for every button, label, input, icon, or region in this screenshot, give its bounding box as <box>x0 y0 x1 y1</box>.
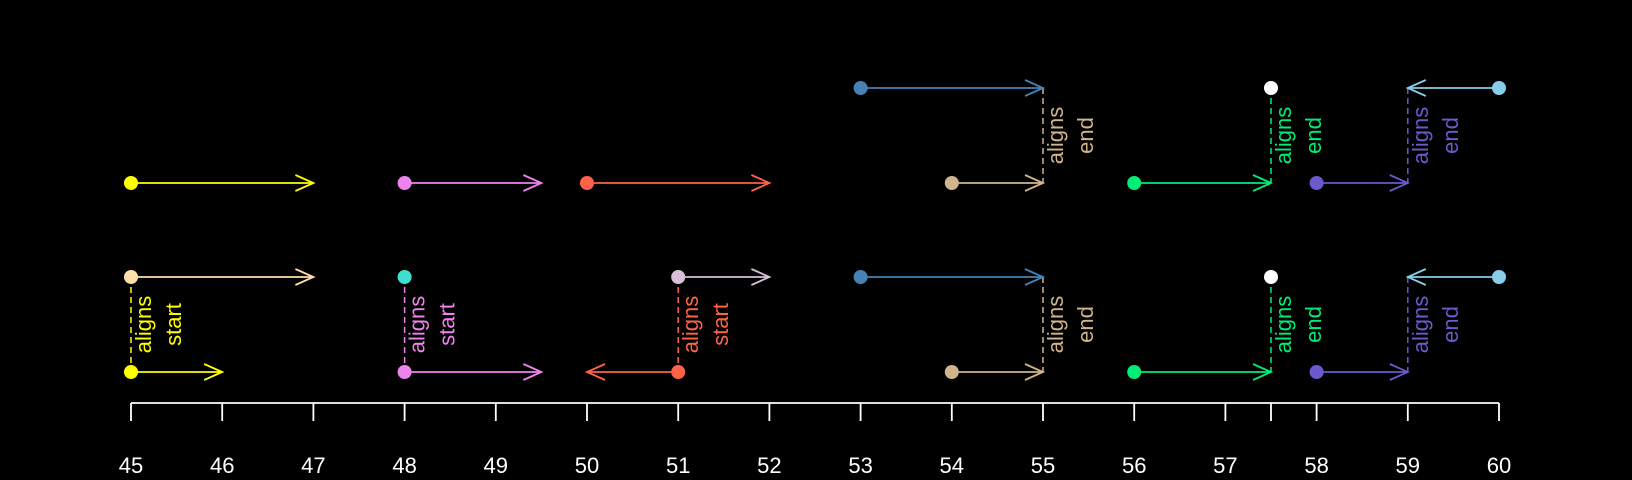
alignment-label-line: aligns <box>678 296 703 353</box>
arrow-head <box>203 363 225 381</box>
arrow-start-point <box>853 270 868 284</box>
alignment-label-line: aligns <box>1408 296 1433 353</box>
x-axis-tick-label: 50 <box>575 453 599 478</box>
arrow-start-point <box>1309 365 1324 379</box>
alignment-label: aligns end <box>1043 107 1098 164</box>
x-axis-tick-label: 45 <box>119 453 143 478</box>
alignment-label: aligns end <box>1043 296 1098 353</box>
x-axis-tick-label: 47 <box>301 453 325 478</box>
arrow-start-point <box>1264 270 1278 284</box>
arrow-head <box>1389 363 1411 381</box>
arrow-head <box>1024 363 1046 381</box>
arrow-start-point <box>124 270 138 284</box>
arrow-head <box>751 268 772 286</box>
alignment-label-line: start <box>161 303 186 346</box>
alignment-label: aligns start <box>405 296 460 353</box>
x-axis-tick-label: 55 <box>1031 453 1055 478</box>
x-axis-tick-label: 49 <box>484 453 508 478</box>
alignment-label-line: aligns <box>1271 296 1296 353</box>
arrow-start-point <box>1127 176 1142 190</box>
arrow-head <box>523 174 544 192</box>
alignment-label-line: aligns <box>131 296 156 353</box>
arrow-head <box>751 174 772 192</box>
x-axis-tick-label: 58 <box>1304 453 1328 478</box>
arrow-start-point <box>124 365 138 379</box>
alignment-label-line: end <box>1438 117 1463 154</box>
arrow-head <box>1024 268 1046 286</box>
alignment-label-line: end <box>1301 117 1326 154</box>
arrow-head <box>1389 174 1411 192</box>
alignment-label-line: start <box>435 303 460 346</box>
x-axis-tick-label: 48 <box>392 453 416 478</box>
arrow-start-point <box>397 176 412 190</box>
arrow-head <box>1405 268 1427 286</box>
alignment-label: aligns end <box>1408 296 1463 353</box>
alignment-label-line: aligns <box>1043 107 1068 164</box>
x-axis: 45 46 47 48 49 50 51 52 53 54 55 56 57 58 59 60 <box>119 402 1511 478</box>
alignment-label-line: end <box>1438 306 1463 343</box>
arrow-head <box>523 363 544 381</box>
alignment-label-line: aligns <box>1043 296 1068 353</box>
x-axis-tick-label: 54 <box>940 453 964 478</box>
arrow-start-point <box>853 81 868 95</box>
x-axis-tick-label: 57 <box>1213 453 1237 478</box>
x-axis-tick-label: 51 <box>666 453 690 478</box>
alignment-label: aligns end <box>1408 107 1463 164</box>
alignment-label: aligns end <box>1271 107 1326 164</box>
arrow-start-point <box>944 365 959 379</box>
alignment-label-line: end <box>1073 306 1098 343</box>
arrow-start-point <box>944 176 959 190</box>
arrow-start-point <box>397 270 412 284</box>
arrow-layer <box>124 79 1506 381</box>
alignment-label: aligns end <box>1271 296 1326 353</box>
arrow-head <box>295 174 316 192</box>
arrow-start-point <box>1309 176 1324 190</box>
alignment-label-line: aligns <box>1271 107 1296 164</box>
alignment-label-line: aligns <box>1408 107 1433 164</box>
arrow-start-point <box>671 270 686 284</box>
alignment-label-line: start <box>708 303 733 346</box>
arrow-start-point <box>671 365 686 379</box>
arrow-head <box>1252 174 1274 192</box>
x-axis-tick-label: 52 <box>757 453 781 478</box>
arrow-head <box>1024 79 1046 97</box>
x-axis-tick-label: 59 <box>1396 453 1420 478</box>
arrow-head <box>295 268 316 286</box>
alignment-label: aligns start <box>131 296 186 353</box>
arrow-start-point <box>1127 365 1142 379</box>
arrow-start-point <box>1492 270 1506 284</box>
x-axis-tick-label: 53 <box>848 453 872 478</box>
arrow-start-point <box>124 176 138 190</box>
arrow-head <box>1405 79 1427 97</box>
alignment-label-line: end <box>1073 117 1098 154</box>
arrow-start-point <box>1492 81 1506 95</box>
alignment-label-line: end <box>1301 306 1326 343</box>
arrow-start-point <box>397 365 412 379</box>
arrow-start-point <box>580 176 594 190</box>
x-axis-tick-label: 46 <box>210 453 234 478</box>
arrow-head <box>1252 363 1274 381</box>
x-axis-tick-label: 56 <box>1122 453 1146 478</box>
arrow-head <box>584 363 606 381</box>
alignment-label-line: aligns <box>405 296 430 353</box>
alignment-label: aligns start <box>678 296 733 353</box>
arrow-head <box>1024 174 1046 192</box>
arrow-start-point <box>1264 81 1278 95</box>
x-axis-tick-label: 60 <box>1487 453 1511 478</box>
